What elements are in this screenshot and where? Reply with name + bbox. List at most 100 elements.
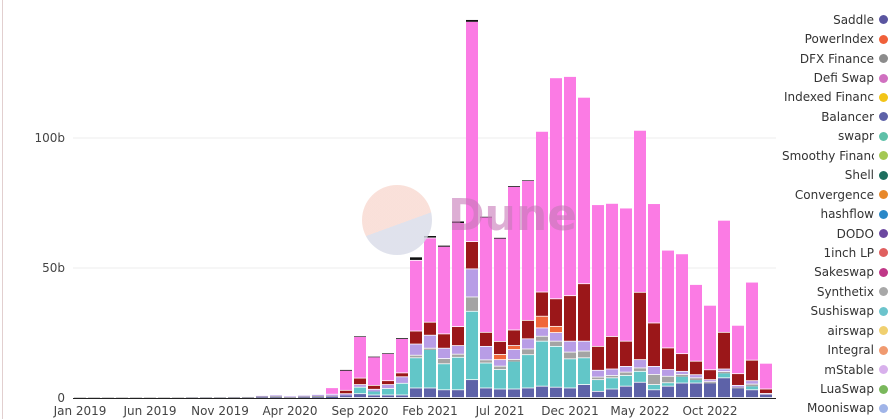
legend-item[interactable]: Convergence [758,185,888,204]
bar-segment [424,236,436,238]
legend-item[interactable]: Sushiswap [758,302,888,321]
bar-segment [424,335,436,348]
bar-segment [550,341,562,346]
bar-segment [620,341,632,366]
bar-segment [662,250,674,348]
bar-segment [186,397,198,398]
bar-segment [270,397,282,399]
bar-segment [732,385,744,388]
bar-segment [396,338,408,373]
bar-segment [704,370,716,380]
legend-item[interactable]: mStable [758,360,888,379]
bar-segment [578,341,590,351]
legend-item[interactable]: swapr [758,127,888,146]
legend-item[interactable]: PowerIndex [758,29,888,48]
bar-segment [718,332,730,369]
bar-segment [676,254,688,354]
bar-segment [522,388,534,398]
legend-item[interactable]: Indexed Financ [758,88,888,107]
bar-segment [466,242,478,269]
bar-segment [354,336,366,378]
y-tick-label: 0 [57,391,65,405]
legend-item[interactable]: Defi Swap [758,68,888,87]
bar-segment [606,203,618,337]
bar-segment [480,332,492,346]
bar-segment [508,330,520,346]
legend-dot-icon [879,248,888,258]
bar-stack-2023-01 [746,282,758,398]
legend-item[interactable]: LuaSwap [758,379,888,398]
legend-dot-icon [879,287,888,297]
legend-item[interactable]: airswap [758,321,888,340]
legend-item[interactable]: DODO [758,224,888,243]
legend-label: Sakeswap [814,265,874,280]
bar-segment [550,333,562,341]
bar-segment [508,359,520,362]
bar-segment [550,299,562,326]
bar-segment [396,395,408,398]
bar-segment [200,397,212,398]
bar-segment [578,284,590,341]
legend-item[interactable]: Synthetix [758,282,888,301]
legend-item[interactable]: Balancer [758,107,888,126]
bar-segment [130,397,142,399]
legend-item[interactable]: hashflow [758,204,888,223]
bar-segment [382,385,394,389]
legend-dot-icon [879,403,888,413]
bar-segment [522,339,534,349]
legend-dot-icon [879,54,888,64]
bar-segment [634,360,646,368]
panel-border [2,0,3,419]
bar-segment [354,385,366,387]
legend-item[interactable]: Integral [758,340,888,359]
bar-segment [284,396,296,398]
bar-stack-2022-12 [732,325,744,398]
bar-stack-2022-07 [662,250,674,398]
legend-label: DODO [836,226,874,241]
bar-segment [606,375,618,378]
bar-stack-2022-09 [690,284,702,398]
legend-label: Balancer [821,109,874,124]
bar-segment [326,394,338,396]
legend-label: Shell [844,168,874,183]
bar-stack-2020-06 [312,394,324,398]
bar-stack-2020-07 [326,388,338,398]
bar-segment [536,386,548,398]
legend-dot-icon [879,190,888,200]
bar-segment [452,357,464,390]
bar-segment [438,359,450,364]
bar-segment [578,358,590,385]
bar-segment [368,385,380,389]
bar-segment [494,360,506,366]
bar-segment [690,378,702,381]
legend-label: Mooniswap [806,401,874,416]
bar-segment [508,349,520,359]
bar-stack-2022-10 [704,305,716,398]
bar-segment [760,394,772,398]
bar-segment [690,383,702,398]
legend-item[interactable]: Sakeswap [758,263,888,282]
legend-item[interactable]: Saddle [758,10,888,29]
legend-item[interactable]: Smoothy Financ [758,146,888,165]
legend-dot-icon [879,345,888,355]
bar-segment [340,394,352,396]
bar-segment [256,395,268,397]
bar-stack-2020-03 [270,395,282,399]
legend-item[interactable]: DFX Finance [758,49,888,68]
bar-stack-2021-11 [550,78,562,398]
legend-dot-icon [879,131,888,141]
legend-item[interactable]: Mooniswap [758,399,888,418]
bar-segment [620,208,632,341]
bar-segment [326,388,338,394]
bar-segment [452,390,464,398]
bar-segment [760,389,772,394]
bar-stack-2021-06 [480,216,492,398]
bar-stack-2021-04 [452,221,464,398]
bar-segment [354,394,366,398]
legend-item[interactable]: Shell [758,166,888,185]
legend-label: LuaSwap [820,382,874,397]
bar-segment [676,383,688,398]
legend-item[interactable]: 1inch LP [758,243,888,262]
bar-segment [312,397,324,398]
bar-segment [732,387,744,389]
